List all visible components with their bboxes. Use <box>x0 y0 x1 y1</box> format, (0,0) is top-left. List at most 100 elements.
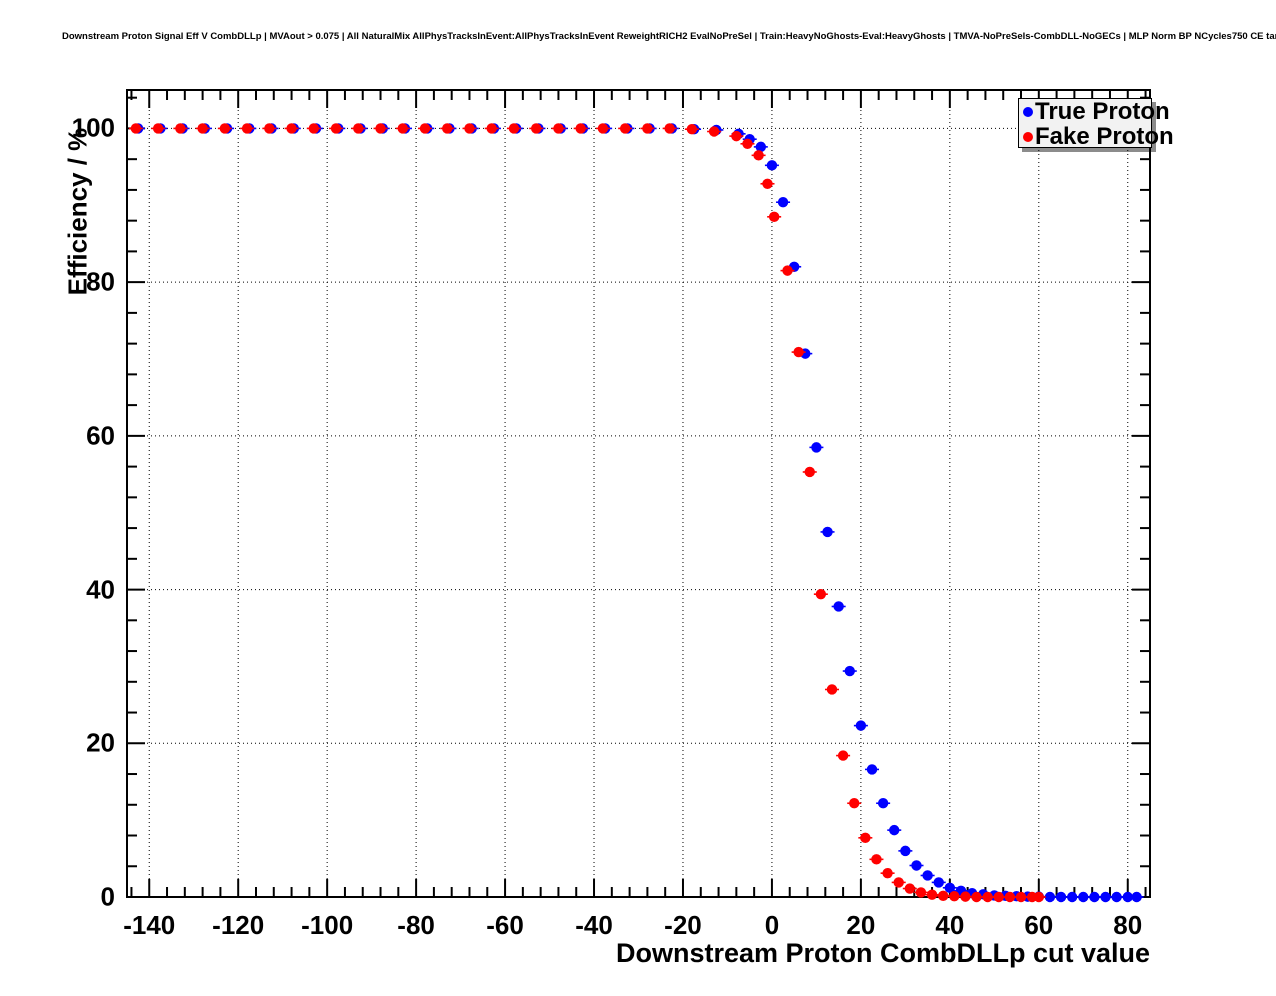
data-point <box>860 832 871 844</box>
data-point <box>486 123 497 134</box>
legend-marker-icon <box>1023 131 1033 142</box>
x-tick-label: -60 <box>486 910 524 940</box>
data-point <box>762 178 773 189</box>
data-point <box>742 138 753 149</box>
data-point <box>708 126 720 137</box>
plot-title: Downstream Proton Signal Eff V CombDLLp … <box>62 31 1276 42</box>
legend-label: Fake Proton <box>1035 122 1174 150</box>
y-axis-label-wrap: Efficiency / % <box>0 100 93 400</box>
series-fake-proton <box>128 123 1046 903</box>
data-point <box>949 891 960 902</box>
data-point <box>1015 891 1027 903</box>
y-tick-label: 80 <box>86 266 115 297</box>
data-point <box>442 123 453 134</box>
data-point <box>397 123 408 134</box>
data-point <box>911 860 922 871</box>
data-point <box>1066 891 1078 903</box>
data-point <box>1004 891 1016 903</box>
data-point <box>855 720 867 731</box>
data-point <box>686 123 698 135</box>
data-point <box>353 123 364 134</box>
data-point <box>904 883 916 894</box>
data-point <box>1100 891 1111 903</box>
data-point <box>882 867 893 879</box>
grid-layer <box>127 90 1150 898</box>
data-point <box>619 123 631 134</box>
legend: True Proton Fake Proton <box>1018 98 1174 149</box>
x-tick-label: 80 <box>1113 910 1143 940</box>
data-point <box>175 123 186 134</box>
data-point <box>782 265 793 276</box>
data-point <box>793 346 804 358</box>
data-point <box>944 882 956 893</box>
data-point <box>1078 891 1089 903</box>
x-tick-label: -120 <box>212 910 265 940</box>
data-point <box>755 141 767 153</box>
data-point <box>575 123 586 134</box>
x-tick-label: -80 <box>397 910 435 940</box>
data-point <box>893 877 904 888</box>
data-point <box>664 123 675 134</box>
y-tick-label: 60 <box>86 420 115 451</box>
legend-marker-icon <box>1023 106 1033 117</box>
data-series-layer <box>128 123 1144 903</box>
x-tick-label: 40 <box>935 910 965 940</box>
data-point <box>849 798 860 809</box>
x-tick-label: -40 <box>575 910 613 940</box>
data-point <box>900 845 911 857</box>
data-point <box>308 123 320 134</box>
data-point <box>330 123 342 134</box>
data-point <box>877 798 889 809</box>
x-tick-label: 20 <box>846 910 876 940</box>
data-point <box>731 130 742 142</box>
data-point <box>219 123 231 134</box>
data-point <box>241 123 253 134</box>
data-point <box>1044 891 1056 903</box>
data-point <box>926 889 938 900</box>
data-point <box>815 588 827 600</box>
y-tick-label: 0 <box>100 881 115 912</box>
x-tick-label: -20 <box>664 910 702 940</box>
legend-entry[interactable]: Fake Proton <box>1019 124 1174 149</box>
data-point <box>152 123 164 134</box>
data-point <box>837 750 849 761</box>
data-point <box>464 123 475 134</box>
data-point <box>419 123 431 134</box>
data-point <box>844 665 855 677</box>
data-point <box>753 150 764 161</box>
data-point <box>822 526 833 538</box>
data-point <box>197 123 208 134</box>
legend-entry[interactable]: True Proton <box>1019 99 1170 124</box>
data-point <box>811 442 822 453</box>
data-point <box>1122 891 1133 903</box>
data-point <box>1033 891 1045 903</box>
data-point <box>960 891 971 902</box>
x-tick-label: -140 <box>123 910 176 940</box>
data-point <box>915 887 927 898</box>
data-point <box>922 870 933 881</box>
data-point <box>871 854 882 865</box>
x-tick-label: -100 <box>301 910 354 940</box>
data-point <box>597 123 609 134</box>
data-point <box>777 197 789 208</box>
data-point <box>833 601 844 612</box>
data-point <box>264 123 275 134</box>
data-point <box>130 123 142 134</box>
y-tick-label: 40 <box>86 574 115 605</box>
data-point <box>768 211 780 223</box>
legend-label: True Proton <box>1035 97 1170 125</box>
data-point <box>889 824 900 836</box>
data-point <box>937 890 949 902</box>
x-tick-label: 60 <box>1024 910 1054 940</box>
data-point <box>1089 891 1100 903</box>
data-point <box>508 123 520 134</box>
data-point <box>531 123 542 134</box>
data-point <box>826 684 838 695</box>
data-point <box>1111 891 1122 903</box>
x-axis-label: Downstream Proton CombDLLp cut value <box>615 938 1150 968</box>
data-point <box>375 123 386 134</box>
data-point <box>971 891 982 903</box>
plot-frame <box>126 89 1151 898</box>
